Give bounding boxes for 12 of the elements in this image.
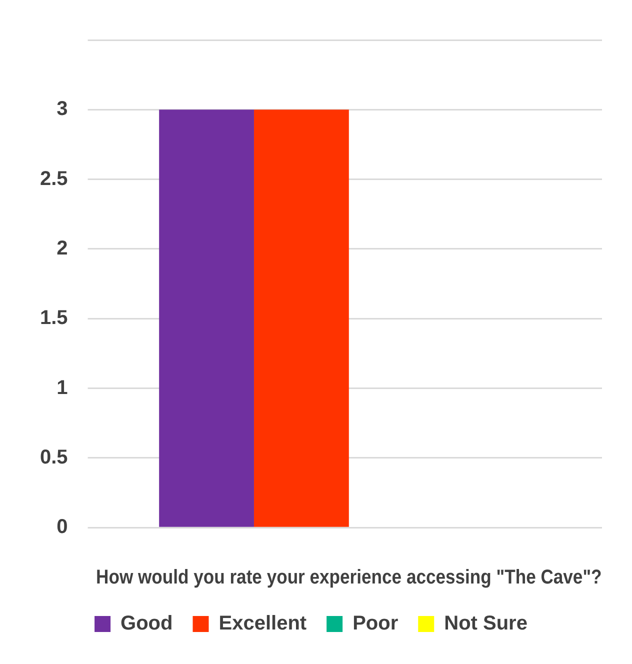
x-axis-title: How would you rate your experience accessing "The Cave"? xyxy=(96,565,602,588)
legend-label: Poor xyxy=(352,612,398,635)
legend-label: Good xyxy=(120,612,173,635)
legend-label: Excellent xyxy=(218,612,307,635)
y-tick-label: 0 xyxy=(56,516,68,538)
y-tick-label: 1.5 xyxy=(40,307,68,330)
y-tick-label: 2 xyxy=(56,237,68,260)
legend-label: Not Sure xyxy=(444,612,528,635)
y-tick-label: 3 xyxy=(56,98,68,120)
y-tick-label: 0.5 xyxy=(40,446,68,468)
y-tick-label: 2.5 xyxy=(40,168,68,190)
y-tick-label: 1 xyxy=(56,376,68,399)
